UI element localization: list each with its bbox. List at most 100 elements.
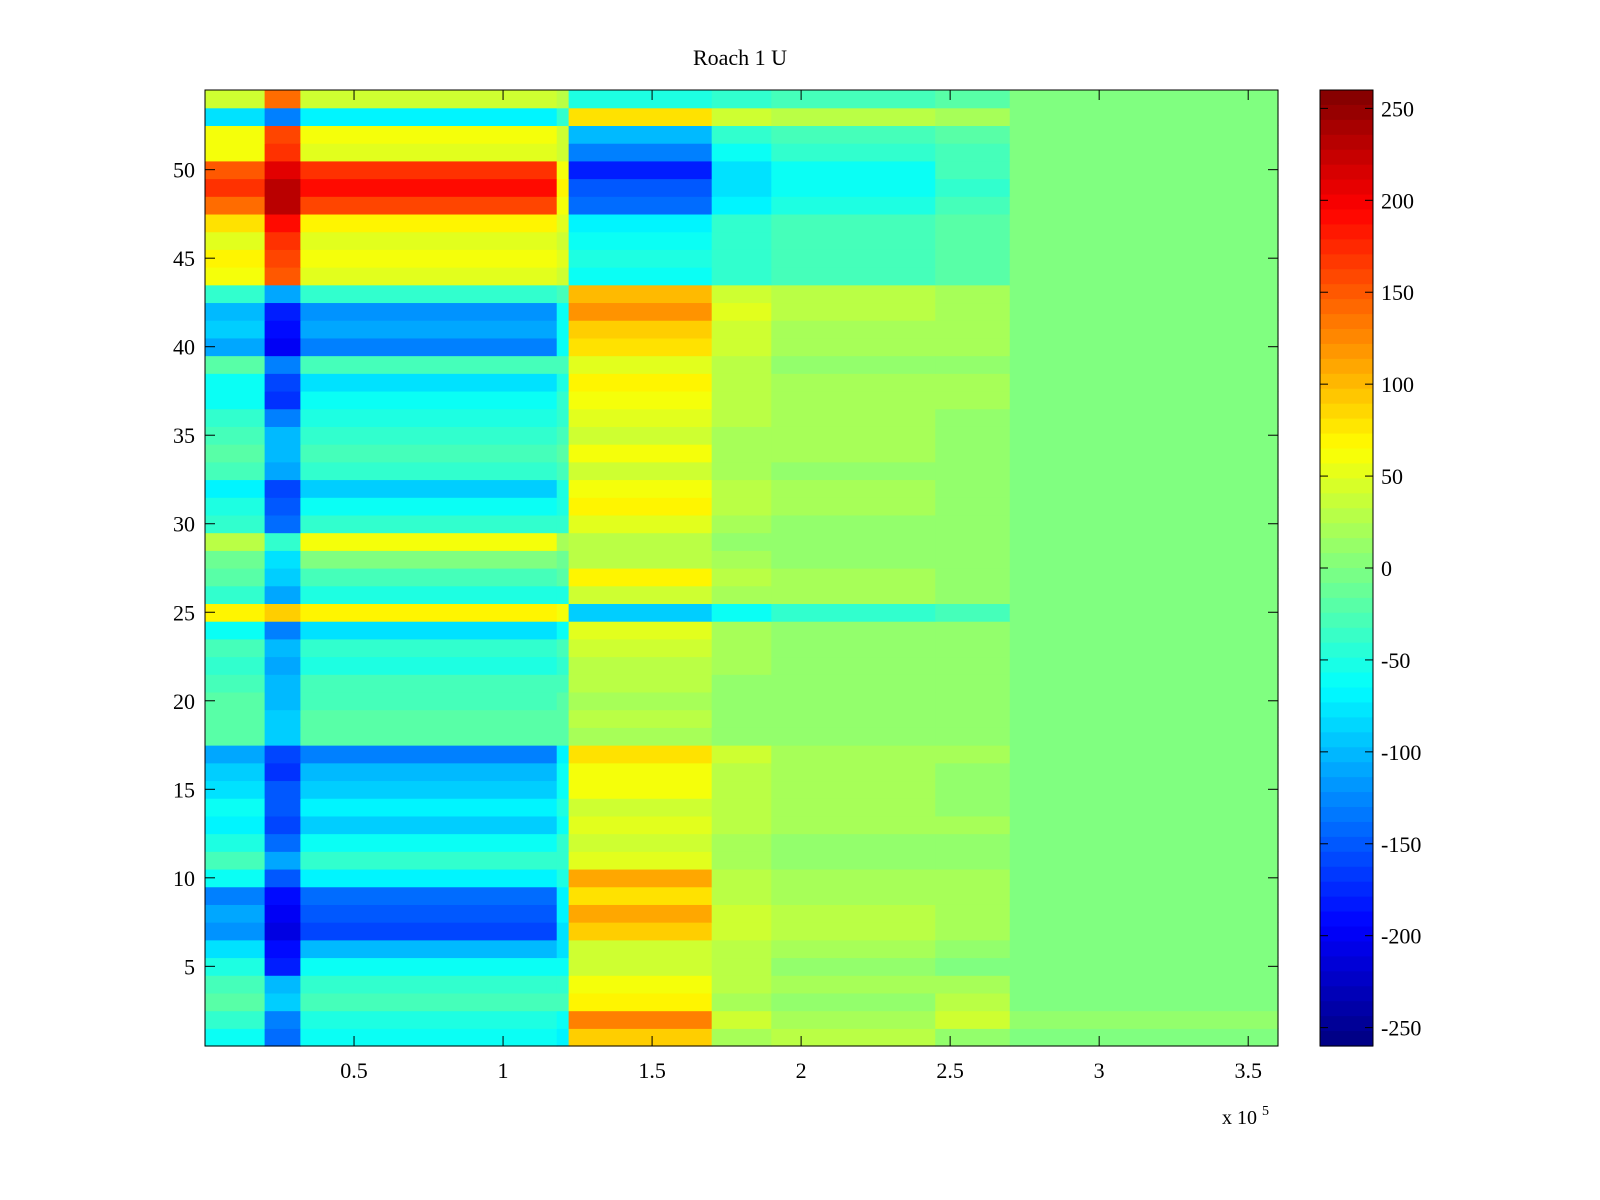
- x-exponent-label: x 10 5: [1222, 1104, 1269, 1129]
- heatmap-cell: [935, 444, 1011, 463]
- heatmap-cell: [568, 143, 713, 162]
- heatmap-cell: [568, 585, 713, 604]
- heatmap-cell: [205, 833, 266, 852]
- heatmap-cell: [556, 1010, 570, 1029]
- heatmap-cell: [264, 532, 301, 551]
- heatmap-cell: [711, 674, 772, 693]
- heatmap-cell: [205, 638, 266, 658]
- heatmap-cell: [264, 674, 301, 693]
- heatmap-cell: [935, 745, 1011, 764]
- heatmap-cell: [1009, 656, 1279, 675]
- heatmap-cell: [771, 267, 936, 286]
- y-tick-label: 20: [173, 689, 195, 714]
- colorbar-tick-label: -250: [1381, 1016, 1421, 1041]
- heatmap-cell: [1009, 497, 1279, 516]
- heatmap-cell: [205, 656, 266, 675]
- heatmap-cell: [771, 603, 936, 622]
- heatmap-cell: [264, 780, 301, 799]
- heatmap-cell: [1009, 90, 1279, 109]
- heatmap-cell: [1009, 975, 1279, 994]
- heatmap-cell: [300, 107, 558, 126]
- heatmap-cell: [556, 851, 570, 870]
- heatmap-cell: [568, 178, 713, 197]
- heatmap-cell: [300, 213, 558, 233]
- heatmap-cell: [935, 674, 1011, 693]
- heatmap-cell: [205, 337, 266, 357]
- heatmap-cell: [711, 691, 772, 711]
- heatmap-cell: [1009, 249, 1279, 268]
- heatmap-cell: [300, 922, 558, 941]
- heatmap-cell: [205, 408, 266, 427]
- heatmap-cell: [300, 408, 558, 427]
- heatmap-cell: [771, 390, 936, 410]
- heatmap-cell: [300, 284, 558, 304]
- heatmap-cell: [1009, 992, 1279, 1012]
- heatmap-cell: [264, 922, 301, 941]
- heatmap-cell: [568, 426, 713, 445]
- heatmap-cell: [568, 691, 713, 711]
- heatmap-cell: [935, 125, 1011, 144]
- heatmap-cell: [568, 444, 713, 463]
- heatmap-cell: [556, 815, 570, 835]
- heatmap-cell: [264, 178, 301, 197]
- heatmap-cell: [568, 160, 713, 180]
- heatmap-cell: [568, 922, 713, 941]
- heatmap-cell: [935, 532, 1011, 551]
- heatmap-cell: [935, 975, 1011, 994]
- heatmap-cell: [300, 762, 558, 782]
- heatmap-cell: [568, 798, 713, 817]
- heatmap-cell: [1009, 939, 1279, 959]
- y-tick-label: 5: [184, 954, 195, 979]
- heatmap-cell: [205, 886, 266, 905]
- heatmap-cell: [771, 992, 936, 1012]
- heatmap-cell: [264, 886, 301, 905]
- heatmap-cell: [556, 868, 570, 888]
- heatmap-cell: [264, 143, 301, 162]
- heatmap-cell: [1009, 355, 1279, 374]
- heatmap-cell: [771, 355, 936, 374]
- heatmap-cell: [935, 90, 1011, 109]
- heatmap-cell: [205, 479, 266, 498]
- heatmap-cell: [556, 709, 570, 728]
- heatmap-cell: [556, 745, 570, 764]
- heatmap-cell: [556, 444, 570, 463]
- heatmap-cell: [568, 461, 713, 481]
- heatmap-cell: [711, 621, 772, 640]
- colorbar-band: [1320, 403, 1373, 420]
- heatmap-cell: [1009, 815, 1279, 835]
- heatmap-cell: [568, 532, 713, 551]
- x-tick-label: 0.5: [340, 1058, 368, 1083]
- colorbar-band: [1320, 642, 1373, 659]
- colorbar-band: [1320, 732, 1373, 748]
- heatmap-cell: [556, 231, 570, 250]
- heatmap-cell: [935, 514, 1011, 534]
- heatmap-cell: [771, 107, 936, 126]
- colorbar-band: [1320, 164, 1373, 181]
- colorbar-band: [1320, 119, 1373, 136]
- heatmap-cell: [1009, 762, 1279, 782]
- heatmap-cell: [771, 461, 936, 481]
- heatmap-cell: [556, 125, 570, 144]
- heatmap-cell: [711, 603, 772, 622]
- heatmap-cell: [300, 585, 558, 604]
- heatmap-cell: [771, 762, 936, 782]
- heatmap-cell: [205, 798, 266, 817]
- heatmap-cell: [711, 213, 772, 233]
- heatmap-cell: [1009, 568, 1279, 587]
- heatmap-cell: [711, 461, 772, 481]
- heatmap-cell: [1009, 745, 1279, 764]
- heatmap-cell: [205, 320, 266, 339]
- heatmap-cell: [300, 727, 558, 746]
- heatmap-cell: [205, 213, 266, 233]
- heatmap-cell: [556, 479, 570, 498]
- y-tick-label: 45: [173, 246, 195, 271]
- heatmap-cell: [771, 709, 936, 728]
- heatmap-cell: [711, 514, 772, 534]
- heatmap-cell: [935, 320, 1011, 339]
- heatmap-cell: [205, 904, 266, 923]
- heatmap-cell: [568, 213, 713, 233]
- heatmap-cell: [711, 656, 772, 675]
- heatmap-cell: [935, 550, 1011, 569]
- heatmap-cell: [205, 284, 266, 304]
- heatmap-cell: [300, 745, 558, 764]
